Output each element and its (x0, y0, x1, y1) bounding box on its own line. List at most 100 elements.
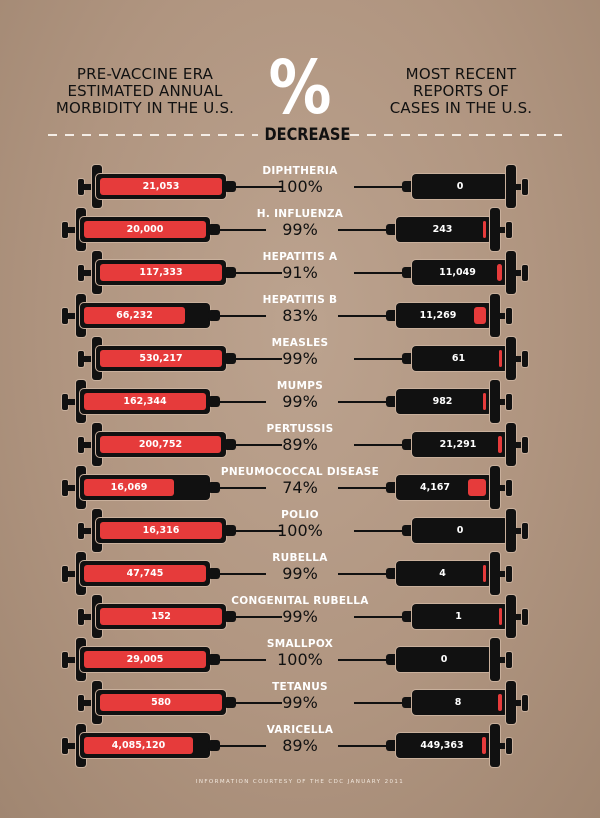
table-row: 47,745 RUBELLA 99% 4 (0, 552, 600, 595)
syringe-icon: 11,269 (0, 294, 600, 337)
pre-vaccine-value: 152 (151, 611, 171, 622)
dashed-divider-right (350, 134, 562, 136)
pre-vaccine-value: 117,333 (139, 267, 183, 278)
pre-vaccine-value: 29,005 (126, 654, 164, 665)
decrease-label: DECREASE (264, 125, 351, 145)
percent-decrease: 99% (282, 220, 318, 239)
percent-decrease: 89% (282, 435, 318, 454)
table-row: 117,333 HEPATITIS A 91% 11,049 (0, 251, 600, 294)
percent-symbol: % (268, 45, 332, 131)
percent-decrease: 99% (282, 607, 318, 626)
pre-vaccine-value: 21,053 (142, 181, 180, 192)
recent-cases-value: 449,363 (420, 740, 464, 751)
syringe-icon: 47,745 (0, 552, 300, 595)
pre-vaccine-value: 47,745 (126, 568, 164, 579)
percent-decrease: 89% (282, 736, 318, 755)
syringe-icon: 117,333 (0, 251, 300, 294)
syringe-icon: 29,005 (0, 638, 300, 681)
pre-vaccine-value: 4,085,120 (111, 740, 166, 751)
syringe-icon: 21,053 (0, 165, 300, 208)
recent-cases-value: 4 (439, 568, 446, 579)
table-row: 20,000 H. INFLUENZA 99% 243 (0, 208, 600, 251)
disease-name: SMALLPOX (266, 638, 334, 650)
pre-vaccine-value: 16,316 (142, 525, 180, 536)
table-row: 29,005 SMALLPOX 100% 0 (0, 638, 600, 681)
recent-cases-value: 1 (455, 611, 462, 622)
pre-vaccine-value: 20,000 (126, 224, 164, 235)
recent-cases-value: 982 (432, 396, 453, 407)
percent-decrease: 83% (282, 306, 318, 325)
table-row: 21,053 DIPHTHERIA 100% 0 (0, 165, 600, 208)
percent-decrease: 99% (282, 349, 318, 368)
table-row: 530,217 MEASLES 99% 61 (0, 337, 600, 380)
percent-decrease: 100% (277, 650, 323, 669)
disease-name: RUBELLA (272, 552, 328, 564)
recent-cases-value: 21,291 (439, 439, 477, 450)
disease-name: VARICELLA (266, 724, 334, 736)
syringe-icon: 4,167 (0, 466, 600, 509)
header-pre-vaccine-line: ESTIMATED ANNUAL (67, 82, 223, 100)
syringe-icon: 200,752 (0, 423, 300, 466)
pre-vaccine-value: 580 (151, 697, 171, 708)
table-row: 4,085,120 VARICELLA 89% 449,363 (0, 724, 600, 767)
syringe-icon: 982 (0, 380, 600, 423)
table-row: 66,232 HEPATITIS B 83% 11,269 (0, 294, 600, 337)
table-row: 200,752 PERTUSSIS 89% 21,291 (0, 423, 600, 466)
percent-decrease: 99% (282, 564, 318, 583)
syringe-icon: 66,232 (0, 294, 300, 337)
recent-cases-value: 61 (451, 353, 466, 364)
header-recent-line: CASES IN THE U.S. (389, 99, 533, 117)
syringe-icon: 449,363 (0, 724, 600, 767)
disease-name: CONGENITAL RUBELLA (231, 595, 369, 607)
disease-name: H. INFLUENZA (256, 208, 344, 220)
table-row: 152 CONGENITAL RUBELLA 99% 1 (0, 595, 600, 638)
syringe-icon: 530,217 (0, 337, 300, 380)
syringe-icon: 4 (0, 552, 600, 595)
syringe-icon: 8 (0, 681, 600, 724)
syringe-icon: 4,085,120 (0, 724, 300, 767)
disease-name: MEASLES (271, 337, 329, 349)
syringe-icon: 580 (0, 681, 300, 724)
header-pre-vaccine-line: MORBIDITY IN THE U.S. (55, 99, 235, 117)
disease-name: DIPHTHERIA (262, 165, 338, 177)
recent-cases-value: 0 (440, 654, 448, 665)
syringe-icon: 1 (0, 595, 600, 638)
syringe-icon: 20,000 (0, 208, 300, 251)
pre-vaccine-value: 66,232 (116, 310, 153, 321)
syringe-icon: 0 (0, 638, 600, 681)
pre-vaccine-value: 162,344 (123, 396, 167, 407)
header-pre-vaccine: PRE-VACCINE ERA ESTIMATED ANNUAL MORBIDI… (50, 66, 240, 117)
table-row: 16,069 PNEUMOCOCCAL DISEASE 74% 4,167 (0, 466, 600, 509)
syringe-icon: 61 (0, 337, 600, 380)
recent-cases-value: 0 (456, 181, 464, 192)
disease-name: PNEUMOCOCCAL DISEASE (220, 466, 380, 478)
syringe-icon: 152 (0, 595, 300, 638)
dashed-divider-left (48, 134, 258, 136)
disease-name: HEPATITIS B (262, 294, 338, 306)
pre-vaccine-value: 200,752 (138, 439, 183, 450)
syringe-icon: 21,291 (0, 423, 600, 466)
recent-cases-value: 243 (432, 224, 453, 235)
disease-name: POLIO (281, 509, 319, 521)
percent-decrease: 99% (282, 693, 318, 712)
recent-cases-value: 8 (454, 697, 462, 708)
syringe-icon: 11,049 (0, 251, 600, 294)
syringe-icon: 243 (0, 208, 600, 251)
disease-name: MUMPS (276, 380, 324, 392)
table-row: 580 TETANUS 99% 8 (0, 681, 600, 724)
disease-name: TETANUS (272, 681, 328, 693)
percent-decrease: 99% (282, 392, 318, 411)
percent-decrease: 91% (282, 263, 318, 282)
percent-decrease: 74% (282, 478, 318, 497)
syringe-icon: 16,069 (0, 466, 300, 509)
syringe-icon: 0 (0, 509, 600, 552)
disease-name: PERTUSSIS (266, 423, 334, 435)
pre-vaccine-value: 530,217 (139, 353, 183, 364)
recent-cases-value: 0 (456, 525, 464, 536)
recent-cases-value: 4,167 (419, 482, 451, 493)
percent-decrease: 100% (277, 521, 323, 540)
footer-credit: INFORMATION COURTESY OF THE CDC JANUARY … (195, 779, 405, 785)
header-recent-line: MOST RECENT (405, 65, 517, 83)
header-recent-line: REPORTS OF (413, 82, 509, 100)
table-row: 162,344 MUMPS 99% 982 (0, 380, 600, 423)
